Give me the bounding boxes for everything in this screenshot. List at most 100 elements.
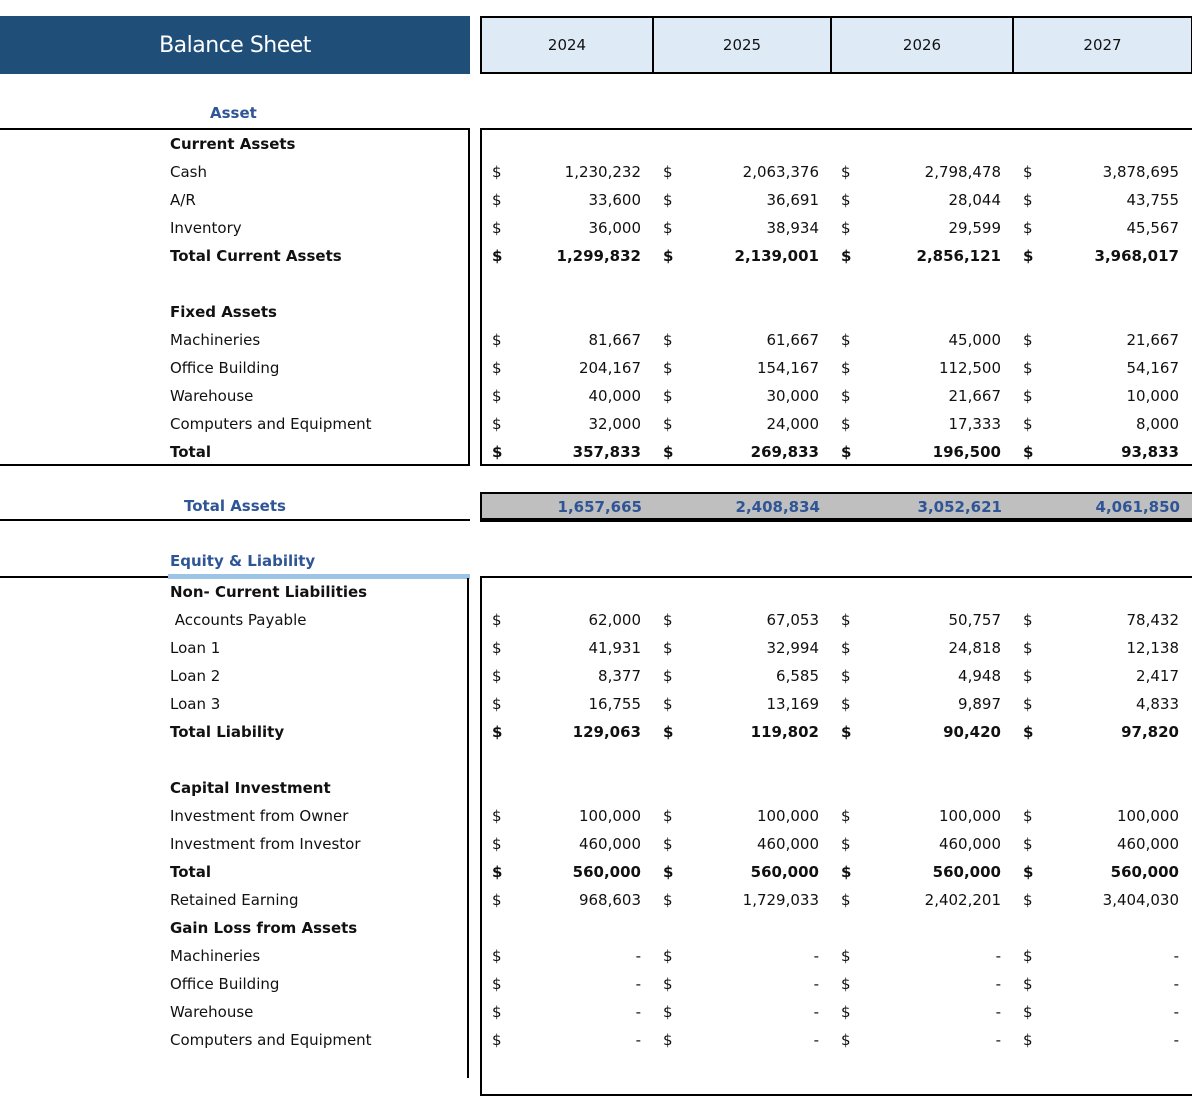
- value-2025: -: [813, 1003, 819, 1021]
- value-2026: 24,818: [948, 639, 1002, 657]
- value-2025: 154,167: [756, 359, 819, 377]
- currency-symbol: $: [663, 359, 673, 377]
- table-row: [0, 746, 1192, 774]
- currency-symbol: $: [663, 807, 673, 825]
- value-2026: 560,000: [932, 863, 1001, 881]
- sheet-title: Balance Sheet: [0, 16, 470, 74]
- table-row: Cash $1,230,232 $2,063,376 $2,798,478 $3,878…: [0, 158, 1192, 186]
- currency-symbol: $: [841, 1003, 851, 1021]
- value-2027: -: [1173, 947, 1179, 965]
- row-label: Total Liability: [170, 723, 285, 741]
- currency-symbol: $: [663, 639, 673, 657]
- row-label: Computers and Equipment: [170, 415, 372, 433]
- table-row: Investment from Investor $460,000 $460,000…: [0, 830, 1192, 858]
- currency-symbol: $: [663, 863, 674, 881]
- row-label: Accounts Payable: [170, 611, 307, 629]
- value-2026: 460,000: [938, 835, 1001, 853]
- currency-symbol: $: [492, 807, 502, 825]
- row-label: Machineries: [170, 947, 261, 965]
- value-2024: 968,603: [578, 891, 641, 909]
- currency-symbol: $: [1023, 219, 1033, 237]
- value-2025: 36,691: [766, 191, 820, 209]
- currency-symbol: $: [663, 331, 673, 349]
- row-label: Current Assets: [170, 135, 296, 153]
- currency-symbol: $: [1023, 1031, 1033, 1049]
- table-row: Gain Loss from Assets: [0, 914, 1192, 942]
- value-2027: 93,833: [1121, 443, 1179, 461]
- value-2025: 2,139,001: [734, 247, 819, 265]
- value-2027: 8,000: [1136, 415, 1179, 433]
- row-label: Investment from Owner: [170, 807, 349, 825]
- table-row: Loan 2 $8,377 $6,585 $4,948 $2,417: [0, 662, 1192, 690]
- value-2027: 43,755: [1126, 191, 1180, 209]
- value-2026: 90,420: [943, 723, 1001, 741]
- value-2024: -: [635, 1003, 641, 1021]
- table-row: Accounts Payable $62,000 $67,053 $50,757 $78…: [0, 606, 1192, 634]
- value-2024: 1,230,232: [564, 163, 641, 181]
- table-row: Machineries $81,667 $61,667 $45,000 $21,667: [0, 326, 1192, 354]
- currency-symbol: $: [492, 639, 502, 657]
- row-label: Office Building: [170, 359, 280, 377]
- table-row: Investment from Owner $100,000 $100,000 $10…: [0, 802, 1192, 830]
- row-label: Warehouse: [170, 387, 254, 405]
- currency-symbol: $: [841, 807, 851, 825]
- currency-symbol: $: [841, 835, 851, 853]
- equity-heading: Equity & Liability: [170, 552, 316, 570]
- currency-symbol: $: [663, 723, 674, 741]
- value-2027: 97,820: [1121, 723, 1179, 741]
- currency-symbol: $: [663, 947, 673, 965]
- value-2025: 119,802: [750, 723, 819, 741]
- total-assets-label: Total Assets: [184, 497, 286, 515]
- currency-symbol: $: [1023, 387, 1033, 405]
- currency-symbol: $: [492, 835, 502, 853]
- value-2025: -: [813, 947, 819, 965]
- equity-label-border: [467, 578, 469, 1078]
- currency-symbol: $: [841, 163, 851, 181]
- currency-symbol: $: [1023, 639, 1033, 657]
- table-row: Retained Earning $968,603 $1,729,033 $2,402…: [0, 886, 1192, 914]
- value-2026: 4,948: [958, 667, 1001, 685]
- table-row: Machineries $ - $ - $ - $ -: [0, 942, 1192, 970]
- value-2024: 41,931: [588, 639, 642, 657]
- value-2026: -: [995, 1003, 1001, 1021]
- row-label: Capital Investment: [170, 779, 331, 797]
- currency-symbol: $: [841, 639, 851, 657]
- value-2026: 100,000: [938, 807, 1001, 825]
- divider: [0, 576, 170, 578]
- table-row: Loan 1 $41,931 $32,994 $24,818 $12,138: [0, 634, 1192, 662]
- table-row: Office Building $204,167 $154,167 $112,500 $…: [0, 354, 1192, 382]
- table-row: Total $357,833 $269,833 $196,500 $93,833: [0, 438, 1192, 466]
- currency-symbol: $: [663, 1003, 673, 1021]
- currency-symbol: $: [663, 611, 673, 629]
- currency-symbol: $: [841, 1031, 851, 1049]
- currency-symbol: $: [841, 611, 851, 629]
- year-2026: 2026: [831, 16, 1013, 74]
- value-2026: 17,333: [948, 415, 1002, 433]
- currency-symbol: $: [841, 331, 851, 349]
- total-assets-2025: 2,408,834: [735, 498, 820, 516]
- value-2025: 1,729,033: [742, 891, 819, 909]
- currency-symbol: $: [1023, 331, 1033, 349]
- currency-symbol: $: [1023, 695, 1033, 713]
- value-2024: 33,600: [588, 191, 642, 209]
- value-2027: -: [1173, 1003, 1179, 1021]
- currency-symbol: $: [663, 191, 673, 209]
- table-row: Loan 3 $16,755 $13,169 $9,897 $4,833: [0, 690, 1192, 718]
- table-row: Current Assets: [0, 130, 1192, 158]
- currency-symbol: $: [492, 387, 502, 405]
- row-label: Office Building: [170, 975, 280, 993]
- year-2025: 2025: [653, 16, 831, 74]
- value-2024: 460,000: [578, 835, 641, 853]
- value-2024: 357,833: [572, 443, 641, 461]
- currency-symbol: $: [663, 891, 673, 909]
- value-2026: 45,000: [948, 331, 1002, 349]
- row-label: Inventory: [170, 219, 242, 237]
- currency-symbol: $: [492, 975, 502, 993]
- currency-symbol: $: [1023, 975, 1033, 993]
- value-2024: 8,377: [598, 667, 641, 685]
- currency-symbol: $: [1023, 443, 1034, 461]
- currency-symbol: $: [663, 835, 673, 853]
- total-assets-2024: 1,657,665: [557, 498, 642, 516]
- currency-symbol: $: [1023, 247, 1034, 265]
- currency-symbol: $: [663, 667, 673, 685]
